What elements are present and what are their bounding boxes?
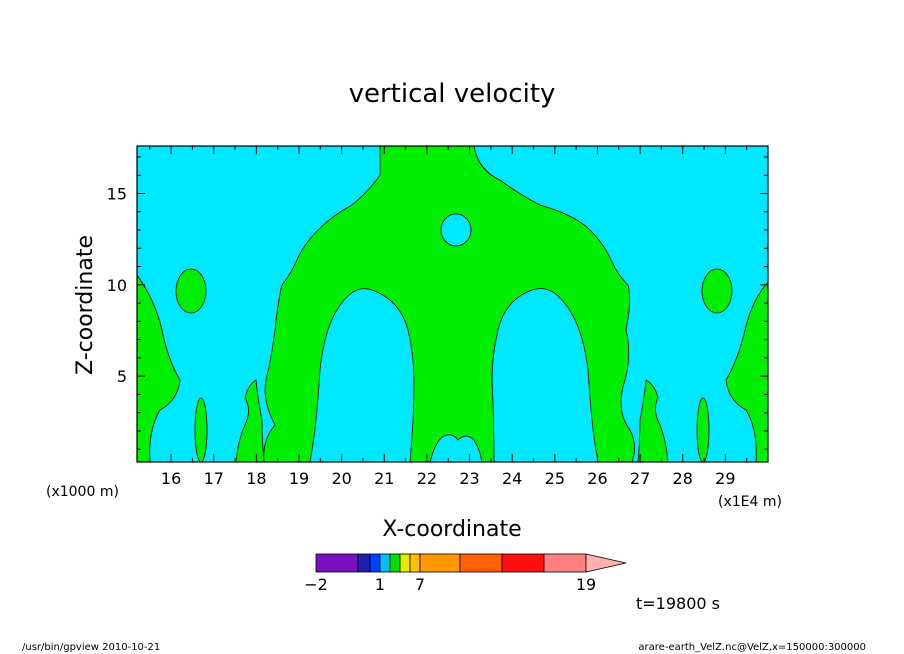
x-tick-label: 27 — [630, 469, 650, 488]
x-tick-label: 23 — [459, 469, 479, 488]
colorbar-segment — [369, 553, 381, 573]
right-blob — [701, 268, 733, 314]
colorbar-label: 1 — [375, 575, 385, 594]
x-tick-label: 29 — [715, 469, 735, 488]
x-tick-label: 18 — [246, 469, 266, 488]
colorbar-segment — [379, 553, 391, 573]
left-filament-region — [235, 379, 265, 463]
right-small-blob — [696, 397, 710, 463]
negative-holes — [429, 213, 483, 463]
y-axis-ticks: 5 10 15 — [107, 156, 768, 450]
x-tick-label: 25 — [545, 469, 565, 488]
colorbar-segment — [389, 553, 401, 573]
colorbar-segment — [357, 553, 371, 573]
x-tick-label: 20 — [331, 469, 351, 488]
x-scale-label: (x1E4 m) — [718, 494, 782, 510]
central-plume-region — [263, 145, 635, 463]
colorbar: −2 1 7 19 — [304, 553, 627, 594]
colorbar-segment — [419, 553, 461, 573]
footer-left: /usr/bin/gpview 2010-10-21 — [22, 642, 160, 653]
colorbar-segment — [543, 553, 587, 573]
colorbar-segment — [315, 553, 359, 573]
y-tick-label: 15 — [107, 184, 127, 203]
left-small-blob — [194, 397, 208, 463]
x-tick-label: 24 — [502, 469, 522, 488]
x-tick-label: 16 — [161, 469, 181, 488]
colorbar-segment — [501, 553, 545, 573]
x-tick-label: 17 — [204, 469, 224, 488]
colorbar-label: 7 — [415, 575, 425, 594]
x-axis-ticks: 16 17 18 19 20 21 22 23 24 25 26 27 28 29 — [149, 146, 748, 488]
x-tick-label: 22 — [417, 469, 437, 488]
y-axis-label: Z-coordinate — [73, 235, 98, 375]
x-axis-label: X-coordinate — [382, 517, 521, 542]
right-edge-region — [725, 280, 769, 463]
chart-title: vertical velocity — [349, 79, 556, 109]
colorbar-label: 19 — [576, 575, 596, 594]
x-tick-label: 21 — [374, 469, 394, 488]
right-filament-region — [637, 379, 669, 463]
colorbar-segment — [459, 553, 503, 573]
x-tick-label: 28 — [673, 469, 693, 488]
left-blob — [175, 268, 207, 314]
x-tick-label: 26 — [587, 469, 607, 488]
colorbar-label: −2 — [304, 575, 328, 594]
y-tick-label: 10 — [107, 276, 127, 295]
positive-contour-regions — [136, 145, 769, 463]
colorbar-segment — [409, 553, 421, 573]
y-scale-label: (x1000 m) — [46, 484, 119, 500]
central-hole — [440, 213, 472, 247]
time-label: t=19800 s — [636, 594, 720, 613]
lower-central-hole — [429, 434, 483, 463]
plot-frame — [136, 145, 769, 463]
footer-right: arare-earth_VelZ.nc@VelZ,x=150000:300000 — [638, 642, 866, 653]
x-tick-label: 19 — [289, 469, 309, 488]
y-tick-label: 5 — [117, 367, 127, 386]
colorbar-extension — [585, 553, 627, 573]
colorbar-segment — [399, 553, 411, 573]
left-edge-region — [136, 273, 181, 463]
